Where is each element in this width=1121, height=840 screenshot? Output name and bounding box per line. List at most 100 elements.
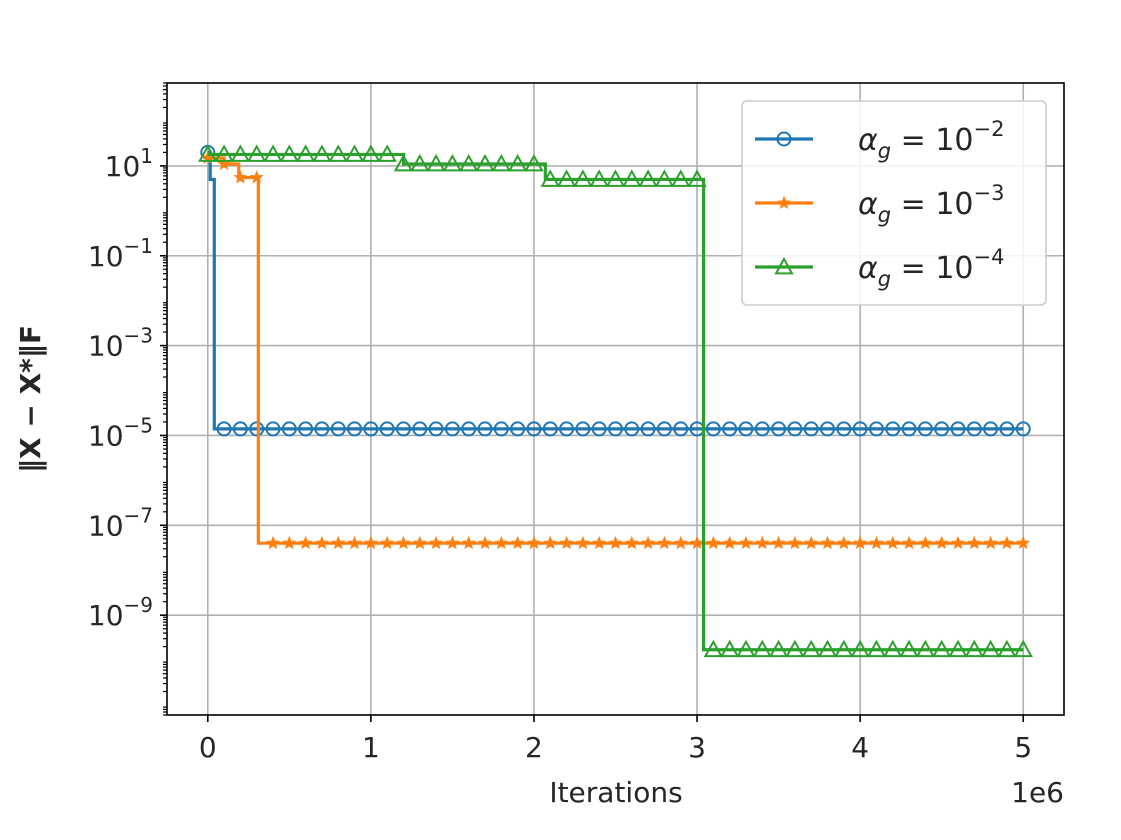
- data-point: [361, 144, 381, 162]
- data-point: [706, 535, 721, 550]
- data-point: [820, 535, 835, 550]
- data-point: [999, 421, 1015, 437]
- data-point: [999, 535, 1014, 550]
- data-point: [412, 421, 428, 437]
- data-point: [575, 535, 590, 550]
- data-point: [363, 421, 379, 437]
- data-point: [298, 535, 313, 550]
- data-point: [344, 144, 365, 162]
- data-point: [314, 535, 329, 550]
- data-point: [214, 144, 234, 162]
- data-point: [491, 153, 512, 172]
- data-point: [934, 421, 950, 437]
- data-point: [281, 421, 297, 437]
- data-point: [429, 535, 444, 550]
- data-point: [331, 535, 346, 550]
- data-point: [983, 421, 999, 437]
- data-point: [478, 535, 493, 550]
- data-point: [771, 535, 786, 550]
- data-point: [347, 535, 362, 550]
- data-point: [934, 535, 949, 550]
- data-point: [526, 421, 542, 437]
- data-point: [776, 195, 792, 209]
- data-point: [232, 421, 248, 437]
- data-point: [524, 153, 544, 172]
- data-point: [1016, 535, 1031, 550]
- data-point: [640, 421, 656, 437]
- data-point: [899, 639, 919, 658]
- data-point: [966, 421, 982, 437]
- x-tick-label: 4: [851, 731, 869, 764]
- x-axis-label: Iterations: [549, 776, 682, 809]
- data-point: [738, 535, 753, 550]
- data-point: [673, 535, 688, 550]
- data-point: [918, 535, 933, 550]
- data-point: [312, 144, 332, 162]
- data-point: [247, 144, 267, 162]
- data-point: [722, 421, 738, 437]
- data-point: [801, 639, 821, 658]
- data-point: [493, 421, 509, 437]
- legend: αg = 10−2 αg = 10−3 αg = 10−4: [741, 100, 1047, 306]
- series: [200, 150, 1031, 550]
- data-point: [314, 421, 330, 437]
- data-point: [279, 144, 300, 162]
- data-point: [573, 169, 593, 187]
- data-point: [774, 256, 794, 275]
- data-point: [328, 144, 348, 162]
- data-point: [866, 639, 887, 658]
- data-point: [836, 535, 851, 550]
- data-point: [656, 421, 672, 437]
- data-point: [776, 131, 792, 147]
- data-point: [217, 156, 232, 170]
- data-point: [543, 535, 558, 550]
- data-point: [395, 421, 411, 437]
- data-point: [380, 535, 395, 550]
- data-point: [298, 421, 314, 437]
- data-point: [853, 535, 868, 550]
- data-point: [722, 535, 737, 550]
- data-point: [738, 421, 754, 437]
- data-point: [768, 639, 789, 658]
- data-point: [265, 535, 281, 550]
- data-point: [263, 144, 283, 162]
- legend-entry: αg = 10−2: [858, 117, 1004, 163]
- data-point: [983, 535, 998, 550]
- data-point: [396, 535, 411, 550]
- x-tick-label: 2: [525, 731, 543, 764]
- data-point: [836, 421, 852, 437]
- legend-entry: αg = 10−3: [858, 181, 1004, 227]
- data-point: [507, 153, 528, 172]
- plot-area: [198, 144, 1033, 658]
- data-point: [622, 169, 642, 187]
- data-point: [1013, 639, 1033, 658]
- y-tick-label: 10−5: [88, 413, 153, 452]
- data-point: [673, 421, 689, 437]
- data-point: [605, 169, 626, 187]
- data-point: [233, 170, 248, 184]
- data-point: [559, 421, 575, 437]
- data-point: [428, 421, 444, 437]
- data-point: [719, 639, 740, 658]
- y-axis-label: ‖X − X*‖F: [14, 325, 47, 473]
- legend-box: [741, 100, 1047, 306]
- data-point: [475, 153, 495, 172]
- data-point: [948, 639, 968, 658]
- data-point: [883, 639, 903, 658]
- data-point: [230, 144, 251, 162]
- data-point: [787, 535, 802, 550]
- data-point: [964, 639, 984, 658]
- series: [200, 144, 1031, 437]
- data-point: [330, 421, 346, 437]
- y-tick-label: 10−1: [88, 234, 153, 273]
- data-point: [542, 421, 558, 437]
- data-point: [967, 535, 982, 550]
- series-layer: [198, 144, 1033, 658]
- data-point: [803, 421, 819, 437]
- data-point: [347, 421, 363, 437]
- data-point: [510, 535, 525, 550]
- data-point: [575, 421, 591, 437]
- data-point: [608, 535, 623, 550]
- data-point: [461, 535, 476, 550]
- data-point: [540, 169, 560, 187]
